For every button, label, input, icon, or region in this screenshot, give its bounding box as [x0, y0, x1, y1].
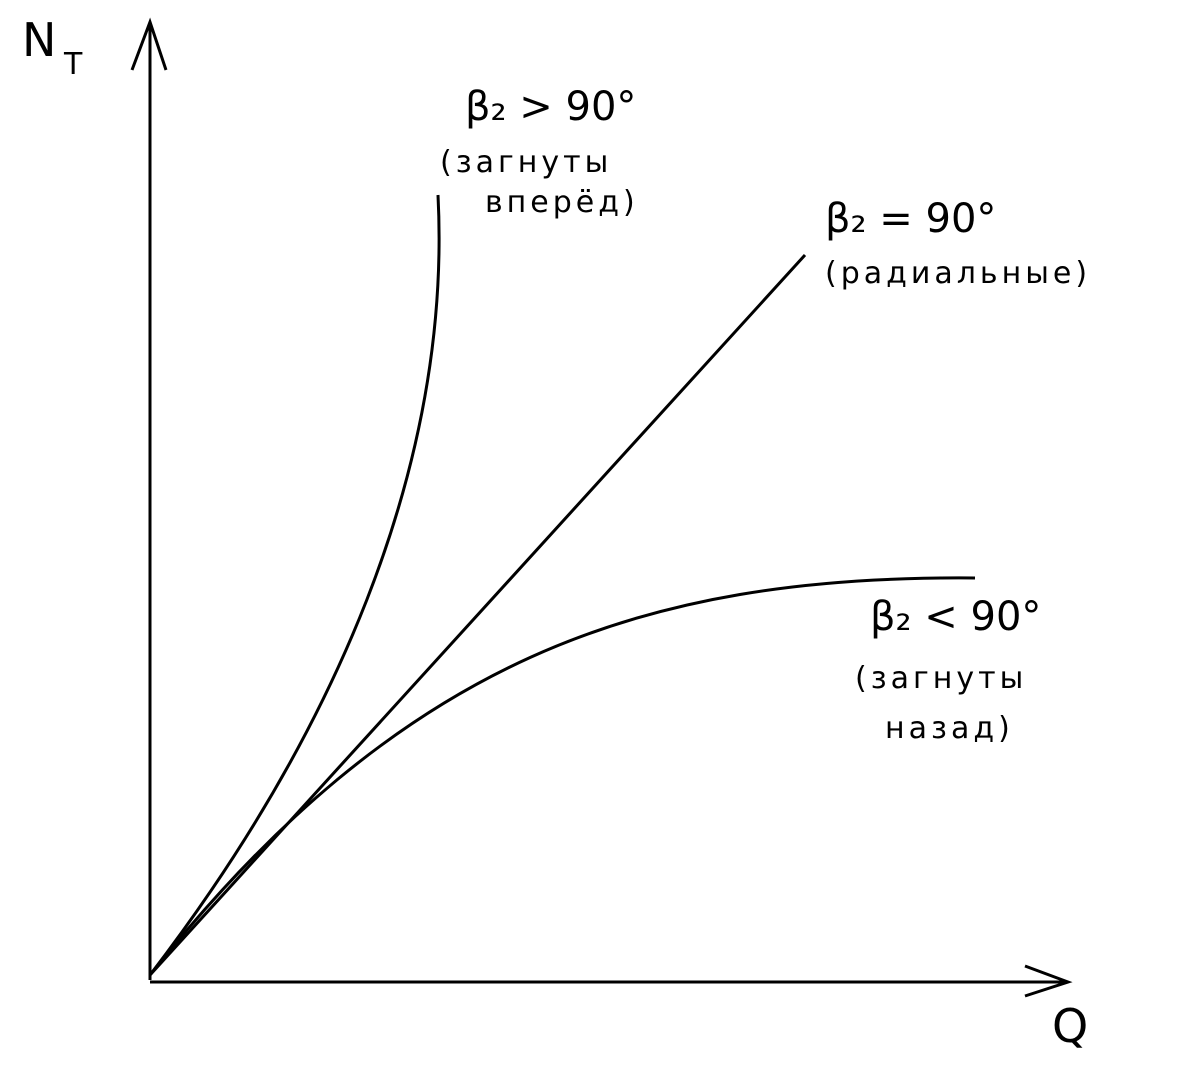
curve-note: (радиальные) — [825, 256, 1091, 291]
curve-note: назад) — [885, 711, 1014, 746]
curve-label: β₂ = 90° — [825, 196, 996, 242]
curve-label: β₂ > 90° — [465, 84, 636, 130]
curve-radial — [148, 253, 807, 977]
y-axis-label-sub: T — [63, 47, 83, 82]
curve-label: β₂ < 90° — [870, 594, 1041, 640]
curve-backward — [148, 576, 976, 976]
curve-note: (загнуты — [440, 145, 612, 180]
y-axis-label: N — [22, 13, 56, 67]
curve-note: (загнуты — [855, 661, 1027, 696]
curve-forward — [148, 194, 441, 976]
y-arrow — [130, 17, 168, 71]
x-arrow — [1024, 964, 1073, 998]
curve-note: вперёд) — [485, 185, 639, 220]
x-axis-label: Q — [1052, 999, 1088, 1053]
